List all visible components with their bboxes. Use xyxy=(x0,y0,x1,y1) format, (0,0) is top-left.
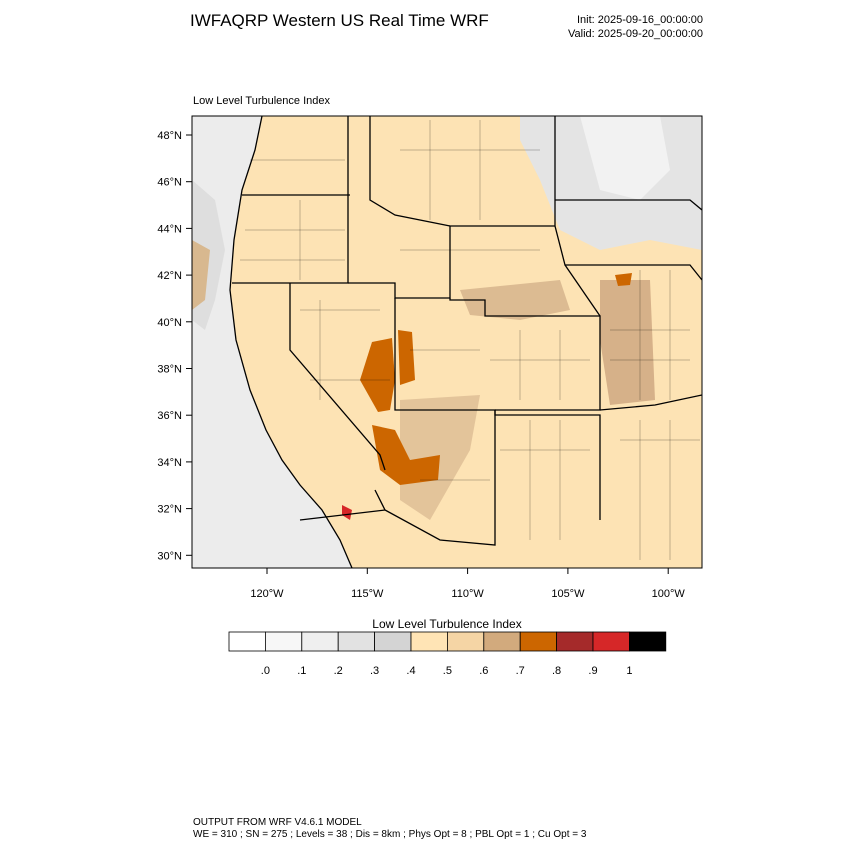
lat-label: 42°N xyxy=(157,270,182,282)
map-axes: 48°N 46°N 44°N 42°N 40°N 38°N 36°N 34°N 32°N 30°N… xyxy=(157,130,685,600)
colorbar-tick-label: .1 xyxy=(297,665,306,677)
colorbar-tick-label: .0 xyxy=(261,665,270,677)
footer-line: OUTPUT FROM WRF V4.6.1 MODEL xyxy=(193,817,362,828)
high-index xyxy=(615,273,632,286)
colorbar-box xyxy=(410,631,448,652)
colorbar-tick-label: .3 xyxy=(370,665,379,677)
lat-label: 38°N xyxy=(157,364,182,376)
ocean xyxy=(192,116,352,568)
lon-label: 115°W xyxy=(351,588,384,600)
colorbar-tick-label: .2 xyxy=(334,665,343,677)
colorbar-box xyxy=(483,631,521,652)
map-title: Low Level Turbulence Index xyxy=(193,95,330,107)
colorbar-box xyxy=(301,631,339,652)
colorbar-box xyxy=(337,631,376,652)
colorbar-box xyxy=(556,631,594,652)
colorbar-tick-label: .6 xyxy=(479,665,488,677)
map-frame xyxy=(191,115,703,569)
colorbar-tick-label: .7 xyxy=(516,665,525,677)
peak-index xyxy=(342,505,352,520)
map-field xyxy=(192,116,702,568)
lat-label: 46°N xyxy=(157,177,182,189)
high-index xyxy=(398,330,415,385)
lon-label: 105°W xyxy=(551,588,585,600)
colorbar-box xyxy=(592,631,630,652)
tan-region xyxy=(600,280,655,405)
lat-label: 40°N xyxy=(157,317,182,329)
lon-label: 120°W xyxy=(250,588,284,600)
colorbar-tick-label: .4 xyxy=(406,665,415,677)
tan-region xyxy=(460,280,570,320)
colorbar-box xyxy=(446,631,485,652)
lat-label: 34°N xyxy=(157,457,182,469)
boundaries xyxy=(229,116,702,568)
lon-label: 100°W xyxy=(652,588,686,600)
footer-line: WE = 310 ; SN = 275 ; Levels = 38 ; Dis … xyxy=(193,829,587,840)
high-index xyxy=(372,425,440,485)
lat-label: 48°N xyxy=(157,130,182,142)
lat-label: 32°N xyxy=(157,504,182,516)
colorbar-box xyxy=(264,631,303,652)
colorbar-box xyxy=(228,631,266,652)
lat-label: 36°N xyxy=(157,410,182,422)
colorbar-box xyxy=(374,631,412,652)
colorbar-title: Low Level Turbulence Index xyxy=(372,617,521,631)
valid-time: Valid: 2025-09-20_00:00:00 xyxy=(568,28,703,40)
colorbar-tick-label: .9 xyxy=(588,665,597,677)
colorbar-box xyxy=(629,631,667,652)
colorbar-box xyxy=(519,631,558,652)
tan-region xyxy=(400,395,480,520)
colorbar: .0 .1 .2 .3 .4 .5 .6 .7 .8 .9 1 xyxy=(228,631,667,677)
light-region xyxy=(580,116,670,200)
title: IWFAQRP Western US Real Time WRF xyxy=(190,11,489,30)
colorbar-tick-label: 1 xyxy=(626,665,632,677)
init-time: Init: 2025-09-16_00:00:00 xyxy=(577,14,703,26)
lat-label: 44°N xyxy=(157,223,182,235)
lon-label: 110°W xyxy=(451,588,484,600)
colorbar-tick-label: .5 xyxy=(443,665,452,677)
shade xyxy=(192,240,210,310)
colorbar-tick-label: .8 xyxy=(552,665,561,677)
county-lines xyxy=(240,120,700,560)
lat-label: 30°N xyxy=(157,550,182,562)
high-index xyxy=(360,338,395,412)
